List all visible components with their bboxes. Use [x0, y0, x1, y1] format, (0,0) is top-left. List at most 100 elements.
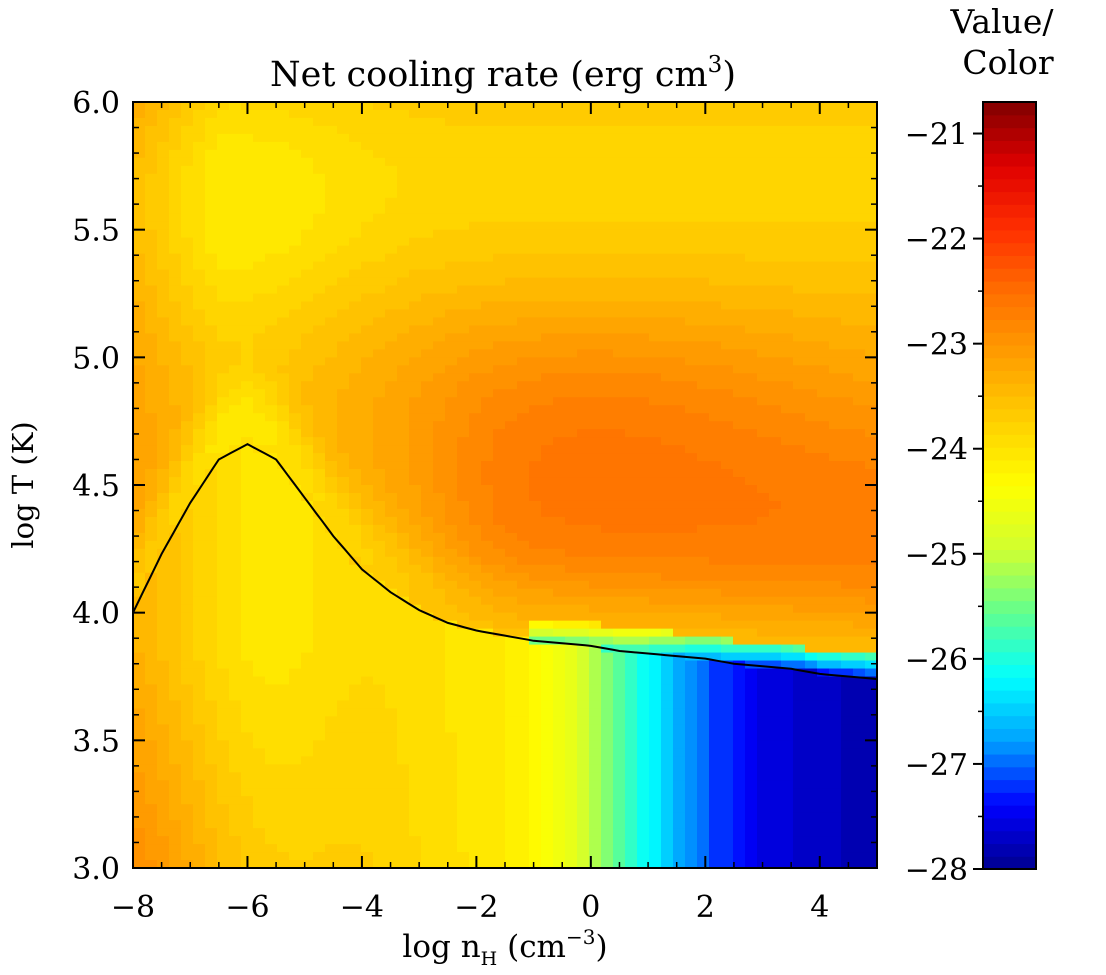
- heatmap-cell: [637, 349, 650, 358]
- heatmap-cell: [193, 149, 206, 159]
- heatmap-cell: [361, 229, 374, 239]
- heatmap-cell: [241, 357, 254, 366]
- heatmap-cell: [577, 173, 590, 183]
- heatmap-cell: [613, 812, 626, 821]
- heatmap-cell: [385, 157, 398, 167]
- heatmap-cell: [205, 540, 218, 550]
- heatmap-cell: [517, 269, 530, 279]
- heatmap-cell: [709, 596, 722, 606]
- heatmap-cell: [649, 652, 662, 662]
- heatmap-cell: [577, 836, 590, 845]
- heatmap-cell: [589, 461, 602, 470]
- heatmap-cell: [505, 245, 518, 255]
- heatmap-cell: [145, 253, 158, 263]
- heatmap-cell: [637, 724, 650, 733]
- heatmap-cell: [373, 668, 386, 678]
- heatmap-cell: [253, 205, 266, 215]
- heatmap-cell: [613, 373, 626, 382]
- heatmap-cell: [145, 102, 158, 111]
- heatmap-cell: [505, 349, 518, 358]
- heatmap-cell: [301, 844, 314, 853]
- heatmap-cell: [685, 660, 698, 670]
- heatmap-cell: [157, 157, 170, 167]
- heatmap-cell: [277, 461, 290, 470]
- heatmap-cell: [397, 668, 410, 678]
- heatmap-cell: [445, 596, 458, 606]
- heatmap-cell: [289, 644, 302, 654]
- heatmap-cell: [433, 684, 446, 694]
- heatmap-cell: [133, 588, 146, 598]
- heatmap-cell: [193, 341, 206, 350]
- heatmap-cell: [265, 381, 278, 390]
- heatmap-cell: [301, 604, 314, 614]
- heatmap-cell: [481, 524, 494, 534]
- heatmap-cell: [649, 604, 662, 614]
- heatmap-cell: [397, 796, 410, 805]
- heatmap-cell: [613, 716, 626, 725]
- heatmap-cell: [385, 149, 398, 159]
- heatmap-cell: [493, 293, 506, 303]
- heatmap-cell: [721, 500, 734, 510]
- heatmap-cell: [325, 548, 338, 558]
- heatmap-cell: [313, 133, 326, 143]
- heatmap-cell: [625, 349, 638, 358]
- heatmap-cell: [469, 125, 482, 135]
- heatmap-cell: [445, 668, 458, 678]
- heatmap-cell: [613, 173, 626, 183]
- heatmap-cell: [517, 724, 530, 733]
- heatmap-cell: [385, 213, 398, 223]
- heatmap-cell: [553, 437, 566, 446]
- heatmap-cell: [721, 604, 734, 614]
- heatmap-cell: [601, 109, 614, 119]
- heatmap-cell: [277, 780, 290, 789]
- heatmap-cell: [193, 844, 206, 853]
- heatmap-cell: [457, 221, 470, 231]
- heatmap-cell: [697, 237, 710, 247]
- heatmap-cell: [157, 596, 170, 606]
- heatmap-cell: [421, 628, 434, 638]
- heatmap-cell: [493, 197, 506, 207]
- heatmap-cell: [253, 437, 266, 446]
- heatmap-cell: [505, 860, 518, 868]
- heatmap-cell: [613, 253, 626, 263]
- heatmap-cell: [157, 429, 170, 438]
- heatmap-cell: [145, 149, 158, 159]
- heatmap-cell: [265, 102, 278, 111]
- heatmap-cell: [721, 588, 734, 598]
- heatmap-cell: [613, 524, 626, 534]
- heatmap-cell: [565, 173, 578, 183]
- heatmap-cell: [529, 341, 542, 350]
- heatmap-cell: [613, 796, 626, 805]
- heatmap-cell: [457, 676, 470, 686]
- heatmap-cell: [217, 181, 230, 191]
- heatmap-cell: [289, 612, 302, 622]
- heatmap-cell: [673, 421, 686, 430]
- heatmap-cell: [637, 197, 650, 207]
- heatmap-cell: [217, 564, 230, 574]
- heatmap-cell: [253, 780, 266, 789]
- heatmap-cell: [601, 836, 614, 845]
- heatmap-cell: [433, 564, 446, 574]
- heatmap-cell: [349, 149, 362, 159]
- heatmap-cell: [673, 413, 686, 422]
- heatmap-cell: [289, 197, 302, 207]
- heatmap-cell: [481, 500, 494, 510]
- heatmap-cell: [517, 181, 530, 191]
- heatmap-cell: [697, 764, 710, 773]
- heatmap-cell: [421, 764, 434, 773]
- heatmap-cell: [361, 700, 374, 710]
- heatmap-cell: [625, 852, 638, 861]
- heatmap-cell: [661, 213, 674, 223]
- heatmap-cell: [457, 437, 470, 446]
- heatmap-cell: [481, 205, 494, 215]
- heatmap-cell: [337, 756, 350, 765]
- heatmap-cell: [229, 828, 242, 837]
- heatmap-cell: [625, 405, 638, 414]
- heatmap-cell: [625, 668, 638, 678]
- heatmap-cell: [265, 277, 278, 287]
- heatmap-cell: [733, 125, 746, 135]
- heatmap-cell: [481, 748, 494, 757]
- heatmap-cell: [181, 325, 194, 334]
- heatmap-cell: [205, 477, 218, 486]
- heatmap-cell: [529, 580, 542, 590]
